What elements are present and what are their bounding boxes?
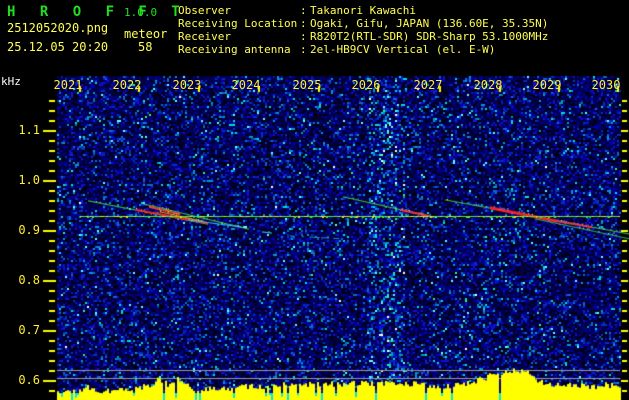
x-tick-label: 2022 [112, 78, 142, 92]
info-label: Receiving Location [178, 17, 298, 30]
y-tick-label: 0.9 [18, 223, 40, 237]
y-tick-label: 0.7 [18, 323, 40, 337]
info-separator: : [300, 17, 307, 30]
x-tick-label: 2023 [172, 78, 202, 92]
x-tick-label: 2028 [473, 78, 503, 92]
y-tick-label: 1.1 [18, 123, 40, 137]
y-tick-label: 0.6 [18, 373, 40, 387]
info-row-antenna: Receiving antenna : 2el-HB9CV Vertical (… [178, 43, 548, 56]
y-tick-label: 0.8 [18, 273, 40, 287]
echo-count: 58 [138, 40, 153, 54]
datetime-label: 25.12.05 20:20 [7, 40, 109, 54]
info-separator: : [300, 30, 307, 43]
x-tick-label: 2024 [231, 78, 261, 92]
info-label: Observer [178, 4, 231, 17]
info-value: Ogaki, Gifu, JAPAN (136.60E, 35.35N) [310, 17, 549, 30]
info-value: Takanori Kawachi [310, 4, 416, 17]
info-value: 2el-HB9CV Vertical (el. E-W) [310, 43, 496, 56]
info-row-location: Receiving Location : Ogaki, Gifu, JAPAN … [178, 17, 548, 30]
y-tick-label: 1.0 [18, 173, 40, 187]
x-tick-label: 2027 [413, 78, 443, 92]
x-tick-label: 2030 [591, 78, 621, 92]
info-label: Receiver [178, 30, 231, 43]
x-tick-label: 2025 [292, 78, 322, 92]
info-separator: : [300, 4, 307, 17]
info-label: Receiving antenna [178, 43, 291, 56]
y-axis-unit-label: kHz [1, 75, 21, 88]
info-separator: : [300, 43, 307, 56]
x-tick-label: 2021 [53, 78, 83, 92]
mode-label: meteor [124, 27, 168, 41]
output-filename: 2512052020.png [7, 21, 109, 35]
info-row-observer: Observer : Takanori Kawachi [178, 4, 548, 17]
app-title: H R O F F T [7, 4, 188, 20]
app-version: 1.0.0 [124, 6, 158, 19]
x-tick-label: 2029 [532, 78, 562, 92]
station-info: Observer : Takanori Kawachi Receiving Lo… [178, 4, 548, 56]
info-value: R820T2(RTL-SDR) SDR-Sharp 53.1000MHz [310, 30, 549, 43]
x-tick-label: 2026 [351, 78, 381, 92]
info-row-receiver: Receiver : R820T2(RTL-SDR) SDR-Sharp 53.… [178, 30, 548, 43]
